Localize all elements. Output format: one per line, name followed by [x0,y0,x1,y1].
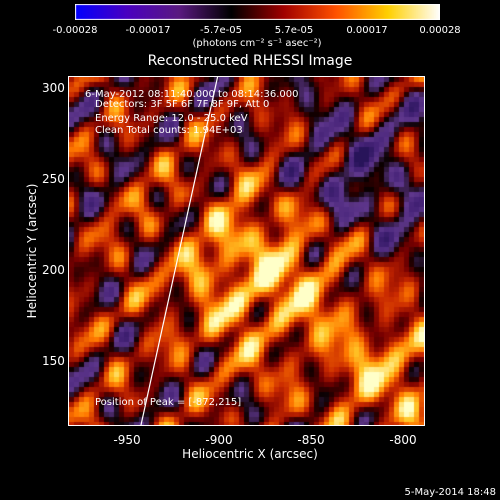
colorbar-tick: 5.7e-05 [274,25,314,36]
x-axis-label: Heliocentric X (arcsec) [182,447,318,461]
y-tick-label: 250 [42,172,65,186]
limb-line [140,77,219,425]
colorbar-tick: -0.00028 [52,25,98,36]
colorbar-tick: 0.00017 [346,25,388,36]
colorbar-tick: -0.00017 [125,25,171,36]
colorbar-unit: (photons cm⁻² s⁻¹ asec⁻²) [192,38,322,49]
solar-limb-line [140,77,219,425]
x-tick-label: -950 [113,433,141,447]
y-tick-label: 150 [42,354,65,368]
annotation-time: 6-May-2012 08:11:40.000 to 08:14:36.000 [85,89,299,100]
heatmap-image [69,77,424,425]
colorbar-tick: 0.00028 [419,25,461,36]
annotation-counts: Clean Total counts: 1.94E+03 [95,125,243,136]
x-tick-label: -800 [389,433,417,447]
annotation-detectors: Detectors: 3F 5F 6F 7F 8F 9F, Att 0 [95,99,270,110]
plot-area: 6-May-2012 08:11:40.000 to 08:14:36.000 … [68,76,425,426]
colorbar-tick: -5.7e-05 [200,25,242,36]
y-axis-label: Heliocentric Y (arcsec) [25,183,39,319]
x-tick-label: -900 [205,433,233,447]
x-tick-label: -850 [297,433,325,447]
timestamp: 5-May-2014 18:48 [404,487,496,498]
chart-title: Reconstructed RHESSI Image [147,53,353,69]
annotation-energy: Energy Range: 12.0 - 25.0 keV [95,113,248,124]
peak-position-label: Position of Peak = [-872,215] [95,397,242,408]
colorbar [75,4,440,20]
y-tick-label: 300 [42,81,65,95]
y-tick-label: 200 [42,263,65,277]
